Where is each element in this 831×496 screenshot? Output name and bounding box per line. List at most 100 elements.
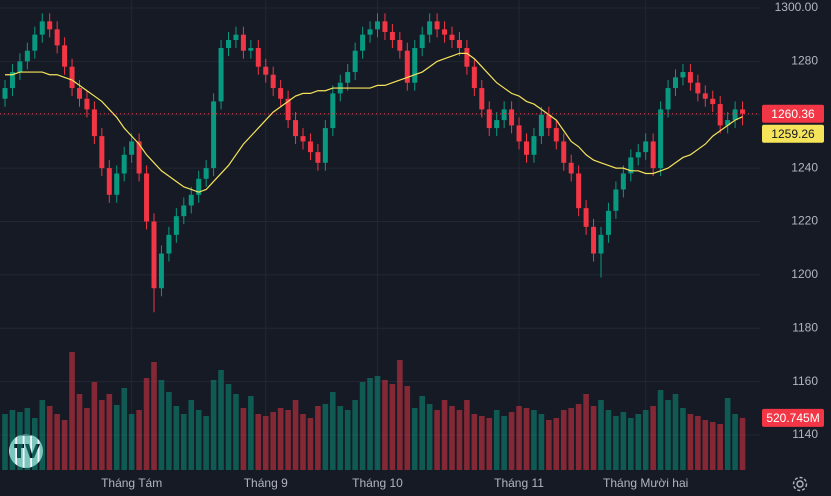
candle-body xyxy=(710,98,716,105)
volume-bar xyxy=(434,410,440,470)
candle-body xyxy=(24,50,30,62)
candle-body xyxy=(106,168,112,195)
volume-bar xyxy=(225,384,232,470)
volume-bar xyxy=(687,414,694,470)
candle-body xyxy=(568,162,574,174)
candle-body xyxy=(613,189,619,211)
volume-bar xyxy=(382,380,388,470)
candle-body xyxy=(47,21,53,30)
candle-body xyxy=(158,253,164,289)
volume-bar xyxy=(613,416,619,470)
last-price-label-box xyxy=(762,104,824,123)
volume-bar xyxy=(717,424,723,470)
volume-bar xyxy=(367,378,373,470)
volume-bar xyxy=(508,412,515,470)
volume-bar xyxy=(657,390,664,470)
candle-body xyxy=(456,40,462,49)
volume-bar xyxy=(166,392,172,470)
volume-bar xyxy=(546,420,552,470)
x-tick-label: Tháng 10 xyxy=(352,476,403,490)
volume-bar xyxy=(181,414,187,470)
candle-body xyxy=(144,173,150,222)
volume-bar xyxy=(24,408,31,470)
volume-bar xyxy=(628,418,634,470)
candle-body xyxy=(620,173,626,190)
volume-bar xyxy=(128,414,135,470)
candle-body xyxy=(628,157,634,174)
volume-bar xyxy=(173,406,180,470)
candle-body xyxy=(54,29,60,46)
candle-body xyxy=(62,45,68,67)
candle-body xyxy=(367,29,373,35)
candle-body xyxy=(233,34,239,41)
candle-body xyxy=(531,136,537,155)
volume-bar xyxy=(99,400,105,470)
y-tick-label: 1200 xyxy=(791,267,818,281)
candle-body xyxy=(516,125,522,142)
volume-label: 520.745M xyxy=(766,411,819,425)
volume-bar xyxy=(672,394,679,470)
volume-bar xyxy=(330,392,336,470)
volume-bar xyxy=(136,410,142,470)
volume-bar xyxy=(479,416,485,470)
candle-body xyxy=(404,50,410,83)
last-price-label: 1260.36 xyxy=(771,107,815,121)
volume-bars xyxy=(2,352,746,470)
candle-body xyxy=(263,66,269,75)
volume-bar xyxy=(501,416,507,470)
candle-body xyxy=(203,168,209,179)
candle-body xyxy=(315,152,321,163)
volume-bar xyxy=(709,422,716,470)
candle-body xyxy=(69,66,75,89)
volume-bar xyxy=(270,412,276,470)
candle-body xyxy=(307,141,313,153)
volume-bar xyxy=(158,380,165,470)
candle-body xyxy=(732,109,738,121)
volume-bar xyxy=(210,380,217,470)
candle-body xyxy=(643,141,649,153)
candle-body xyxy=(293,120,299,137)
volume-bar xyxy=(642,410,649,470)
candle-body xyxy=(665,88,671,110)
volume-bar xyxy=(233,394,239,470)
volume-bar xyxy=(605,410,612,470)
volume-bar xyxy=(568,408,574,470)
volume-bar xyxy=(456,410,463,470)
volume-bar xyxy=(76,394,83,470)
candle-body xyxy=(494,120,500,129)
volume-bar xyxy=(300,414,306,470)
candle-body xyxy=(345,72,351,83)
candle-body xyxy=(658,109,664,169)
candle-body xyxy=(576,173,582,209)
candle-body xyxy=(591,226,597,254)
candle-body xyxy=(419,34,425,49)
candle-body xyxy=(702,93,708,99)
candle-body xyxy=(442,29,448,35)
ma-label: 1259.26 xyxy=(771,127,815,141)
candle-body xyxy=(285,98,291,121)
volume-label-box xyxy=(762,408,824,427)
candle-body xyxy=(39,21,45,35)
volume-bar xyxy=(84,408,90,470)
candle-body xyxy=(166,234,172,254)
candle-body xyxy=(546,114,552,129)
volume-bar xyxy=(441,400,448,470)
volume-bar xyxy=(523,408,530,470)
candle-body xyxy=(382,21,388,33)
volume-bar xyxy=(337,406,344,470)
settings-icon[interactable] xyxy=(792,476,808,492)
x-tick-label: Tháng Mười hai xyxy=(603,476,688,490)
candle-body xyxy=(553,128,559,142)
volume-bar xyxy=(553,418,560,470)
candle-body xyxy=(173,216,179,235)
candle-body xyxy=(687,72,693,83)
x-tick-label: Tháng Tám xyxy=(101,476,162,490)
volume-bar xyxy=(352,400,358,470)
candle-body xyxy=(695,82,701,94)
y-tick-label: 1300.00 xyxy=(775,0,819,14)
volume-bar xyxy=(471,414,478,470)
candle-body xyxy=(725,120,731,126)
volume-bar xyxy=(493,410,500,470)
volume-bar xyxy=(389,384,396,470)
